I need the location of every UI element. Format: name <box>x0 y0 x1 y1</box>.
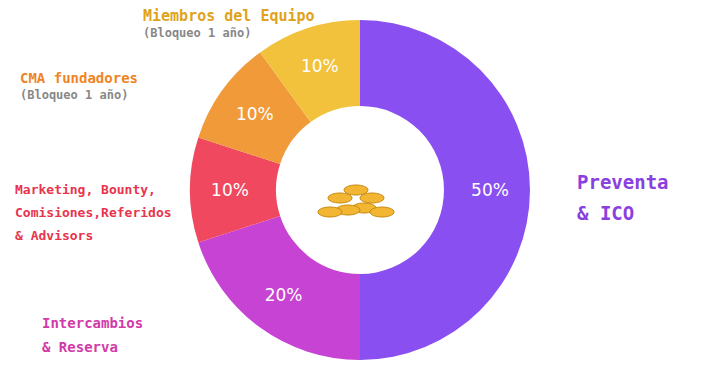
svg-text:10%: 10% <box>236 104 274 124</box>
svg-text:Comisiones,Referidos: Comisiones,Referidos <box>15 205 172 220</box>
svg-text:Marketing, Bounty,: Marketing, Bounty, <box>15 182 156 197</box>
svg-text:& ICO: & ICO <box>577 202 634 224</box>
svg-text:Miembros del Equipo: Miembros del Equipo <box>143 7 315 25</box>
svg-text:Intercambios: Intercambios <box>42 315 143 331</box>
svg-text:20%: 20% <box>265 285 303 305</box>
svg-text:Preventa: Preventa <box>577 171 669 193</box>
svg-text:& Advisors: & Advisors <box>15 228 93 243</box>
svg-text:50%: 50% <box>471 180 509 200</box>
svg-text:(Bloqueo 1 año): (Bloqueo 1 año) <box>20 88 128 102</box>
svg-text:& Reserva: & Reserva <box>42 339 118 355</box>
svg-text:10%: 10% <box>301 56 339 76</box>
svg-text:(Bloqueo 1 año): (Bloqueo 1 año) <box>143 26 251 40</box>
svg-text:CMA fundadores: CMA fundadores <box>20 70 138 86</box>
svg-text:10%: 10% <box>211 180 249 200</box>
